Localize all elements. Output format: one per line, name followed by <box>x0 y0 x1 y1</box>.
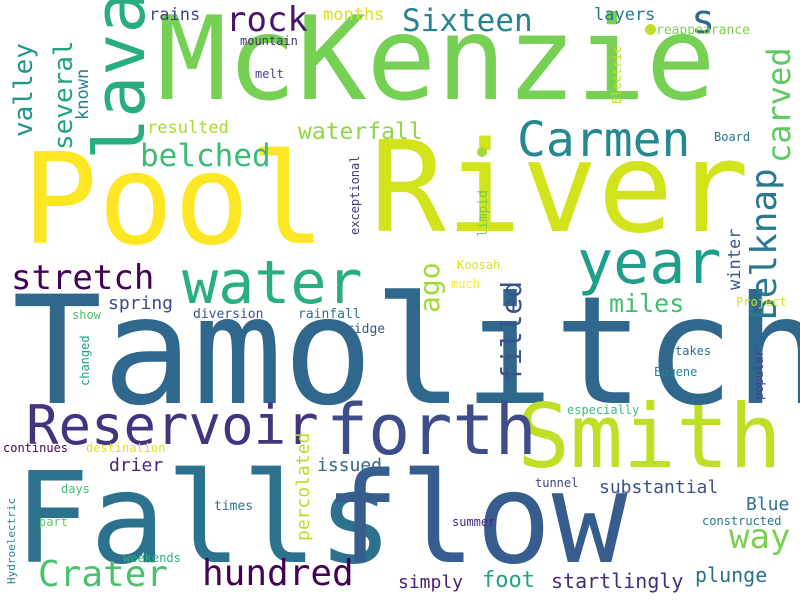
word-layers: layers <box>594 5 656 25</box>
word-weekends: weekends <box>123 551 181 565</box>
word-substantial: substantial <box>599 477 719 498</box>
word-much: much <box>451 277 480 291</box>
word-continues: continues <box>3 441 69 455</box>
word-hundred: hundred <box>202 553 354 594</box>
word-stretch: stretch <box>11 258 155 298</box>
word-belched: belched <box>140 138 271 174</box>
word-takes: takes <box>675 344 712 358</box>
word-part: part <box>39 515 68 529</box>
word-ridge: ridge <box>346 322 386 337</box>
word-eugene: Eugene <box>654 365 698 379</box>
word-tamolitch: Tamolitch <box>12 265 800 439</box>
word-tunnel: tunnel <box>535 476 579 490</box>
word-simply: simply <box>398 572 464 593</box>
word-hydroelectric: Hydroelectric <box>5 497 18 584</box>
word-rock: rock <box>226 0 308 40</box>
word-koosah: Koosah <box>457 258 501 272</box>
word-carved: carved <box>760 47 798 163</box>
word-s: s <box>691 0 716 43</box>
word-diversion: diversion <box>193 307 264 322</box>
word-issued: issued <box>317 455 383 476</box>
word-falls: Falls <box>14 445 394 592</box>
word-lava: lava <box>79 0 161 160</box>
word-filled: filled <box>495 280 528 382</box>
word-carmen: Carmen <box>517 112 691 168</box>
dot-mark <box>645 24 656 35</box>
word-especially: especially <box>567 403 640 417</box>
word-forth: forth <box>326 389 537 471</box>
dot-mark <box>477 147 487 157</box>
word-rains: rains <box>149 5 201 25</box>
word-plunge: plunge <box>695 563 768 587</box>
word-pool: Pool <box>22 126 326 273</box>
word-blue: Blue <box>746 494 790 515</box>
word-days: days <box>61 482 90 496</box>
word-crater: Crater <box>38 554 169 595</box>
word-water: water <box>182 248 363 318</box>
word-spring: spring <box>108 293 174 314</box>
word-months: months <box>323 5 385 25</box>
word-resulted: resulted <box>147 118 229 138</box>
word-mountain: mountain <box>240 34 298 48</box>
word-startlingly: startlingly <box>551 569 684 593</box>
word-destination: destination <box>86 441 166 455</box>
word-foot: foot <box>482 568 535 593</box>
word-drier: drier <box>109 455 164 476</box>
word-miles: miles <box>609 289 685 318</box>
word-winter: winter <box>725 228 745 290</box>
word-summer: summer <box>452 515 496 529</box>
word-reappearance: reappearance <box>656 23 750 38</box>
word-electric: Electric <box>610 46 624 104</box>
word-mckenzie: McKenzie <box>157 0 716 127</box>
word-board: Board <box>714 130 751 144</box>
word-percolated: percolated <box>293 432 314 541</box>
word-rainfall: rainfall <box>298 307 361 322</box>
word-sixteen: Sixteen <box>402 3 533 39</box>
word-smith: Smith <box>517 385 782 488</box>
word-limpid: limpid <box>476 190 491 237</box>
word-times: times <box>214 499 254 514</box>
word-known: known <box>73 68 93 120</box>
word-project: Project <box>736 295 787 309</box>
word-valley: valley <box>9 43 39 137</box>
word-river: River <box>370 114 750 261</box>
word-exceptional: exceptional <box>348 155 362 235</box>
word-changed: changed <box>78 335 92 386</box>
word-show: show <box>72 308 101 322</box>
word-way: way <box>729 517 791 557</box>
word-popular: popular <box>752 349 766 400</box>
word-reservoir: Reservoir <box>26 394 319 457</box>
word-year: year <box>577 228 722 298</box>
word-waterfall: waterfall <box>298 119 423 145</box>
word-melt: melt <box>255 67 284 81</box>
word-ago: ago <box>413 262 446 313</box>
word-flow: flow <box>324 445 628 592</box>
word-constructed: constructed <box>702 514 782 528</box>
